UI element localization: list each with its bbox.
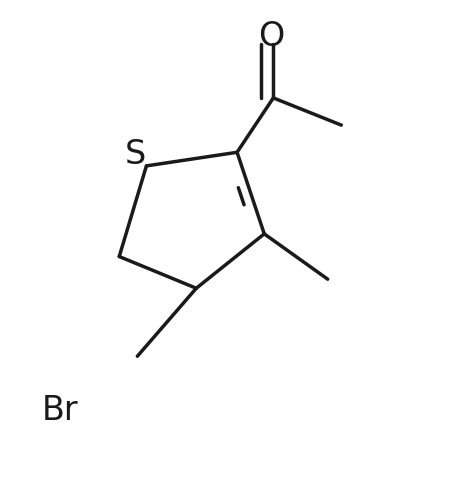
Text: O: O [258, 20, 283, 53]
Text: Br: Br [42, 394, 78, 427]
Text: S: S [124, 138, 146, 171]
